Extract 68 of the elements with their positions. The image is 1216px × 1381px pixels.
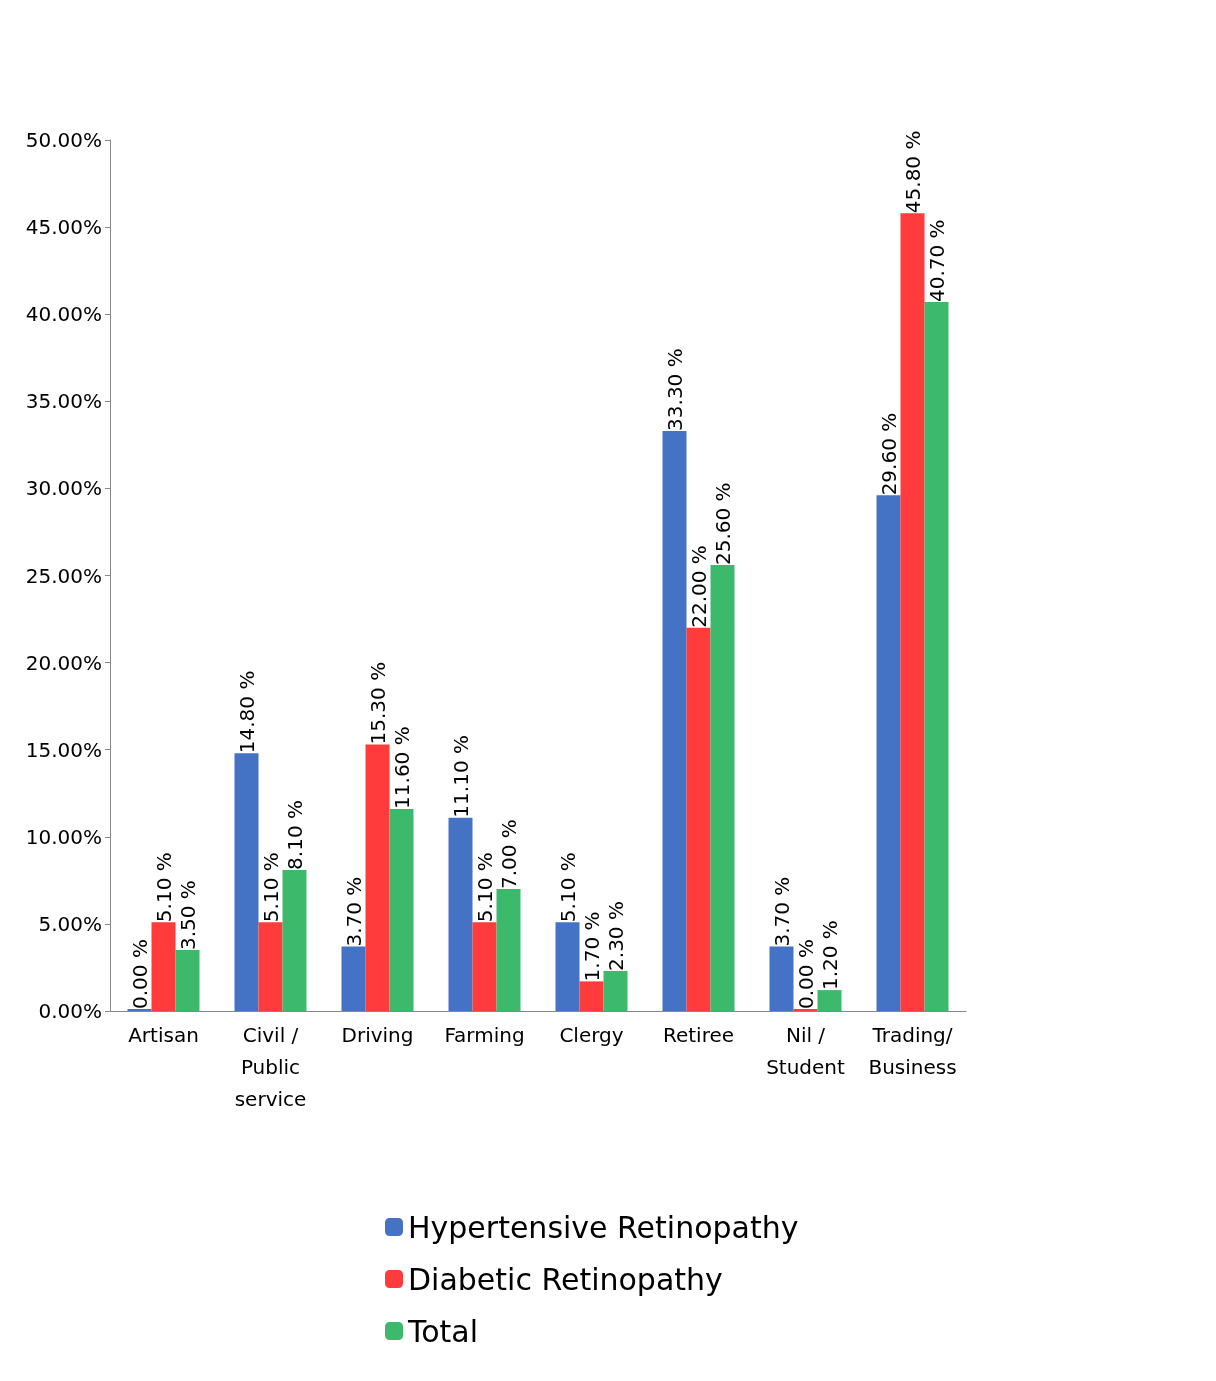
- bar: [900, 213, 925, 1011]
- y-tick-label: 5.00%: [38, 911, 102, 936]
- bar: [924, 302, 949, 1011]
- bar: [496, 889, 521, 1011]
- legend-label: Diabetic Retinopathy: [408, 1261, 723, 1297]
- data-label: 5.10 %: [151, 852, 176, 923]
- bar: [234, 753, 259, 1011]
- y-tick-label: 40.00%: [25, 302, 102, 327]
- legend-label: Hypertensive Retinopathy: [408, 1209, 799, 1245]
- bar: [151, 922, 176, 1011]
- x-tick-label: Trading/ Business: [868, 1023, 957, 1079]
- data-label: 45.80 %: [900, 130, 925, 214]
- data-label: 8.10 %: [282, 799, 307, 870]
- data-label: 0.00 %: [793, 939, 818, 1009]
- data-label: 5.10 %: [472, 852, 497, 923]
- data-label: 11.10 %: [448, 735, 473, 818]
- data-label: 25.60 %: [710, 482, 735, 566]
- data-label: 11.60 %: [389, 726, 414, 809]
- y-tick-label: 0.00%: [38, 999, 102, 1023]
- x-tick-label: Artisan: [128, 1023, 199, 1047]
- x-tick-label: Clergy: [559, 1023, 624, 1047]
- x-tick-label: Retiree: [662, 1023, 735, 1047]
- x-tick-label: Civil / Public service: [234, 1023, 307, 1111]
- y-tick-label: 25.00%: [25, 563, 102, 588]
- bar: [258, 922, 283, 1011]
- bar: [175, 950, 200, 1011]
- y-tick-label: 35.00%: [25, 389, 102, 414]
- x-tick-label: Farming: [444, 1023, 525, 1047]
- bar: [579, 981, 604, 1011]
- y-tick-label: 10.00%: [25, 824, 102, 849]
- y-tick-label: 45.00%: [25, 215, 102, 240]
- data-label: 3.70 %: [769, 876, 794, 947]
- bar: [282, 869, 307, 1011]
- data-label: 40.70 %: [924, 219, 949, 303]
- data-label: 5.10 %: [258, 852, 283, 923]
- data-label: 5.10 %: [555, 852, 580, 923]
- x-tick-label: Driving: [341, 1023, 414, 1047]
- bar: [710, 565, 735, 1011]
- bar: [448, 817, 473, 1011]
- bar: [769, 946, 794, 1011]
- data-label: 29.60 %: [876, 412, 901, 496]
- data-label: 15.30 %: [365, 661, 390, 745]
- data-label: 1.20 %: [817, 920, 842, 991]
- y-tick-label: 30.00%: [25, 476, 102, 501]
- bar: [365, 744, 390, 1011]
- y-tick-label: 50.00%: [25, 128, 102, 152]
- bar: [603, 970, 628, 1011]
- bar: [662, 430, 687, 1011]
- y-tick-label: 15.00%: [25, 737, 102, 762]
- x-tick-label: Nil / Student: [766, 1023, 846, 1079]
- data-label: 2.30 %: [603, 901, 628, 971]
- data-label: 7.00 %: [496, 819, 521, 890]
- y-tick-label: 20.00%: [25, 650, 102, 675]
- bar: [472, 922, 497, 1011]
- data-label: 3.70 %: [341, 876, 366, 947]
- bar: [389, 808, 414, 1011]
- data-label: 22.00 %: [686, 545, 711, 628]
- bar: [876, 495, 901, 1011]
- data-label: 14.80 %: [234, 670, 259, 754]
- legend-label: Total: [407, 1313, 479, 1349]
- bar: [817, 990, 842, 1011]
- bar: [341, 946, 366, 1011]
- data-label: 1.70 %: [579, 911, 604, 982]
- data-label: 3.50 %: [175, 880, 200, 951]
- bar: [686, 627, 711, 1011]
- data-label: 0.00 %: [127, 939, 152, 1009]
- data-label: 33.30 %: [662, 348, 687, 431]
- bar: [555, 922, 580, 1011]
